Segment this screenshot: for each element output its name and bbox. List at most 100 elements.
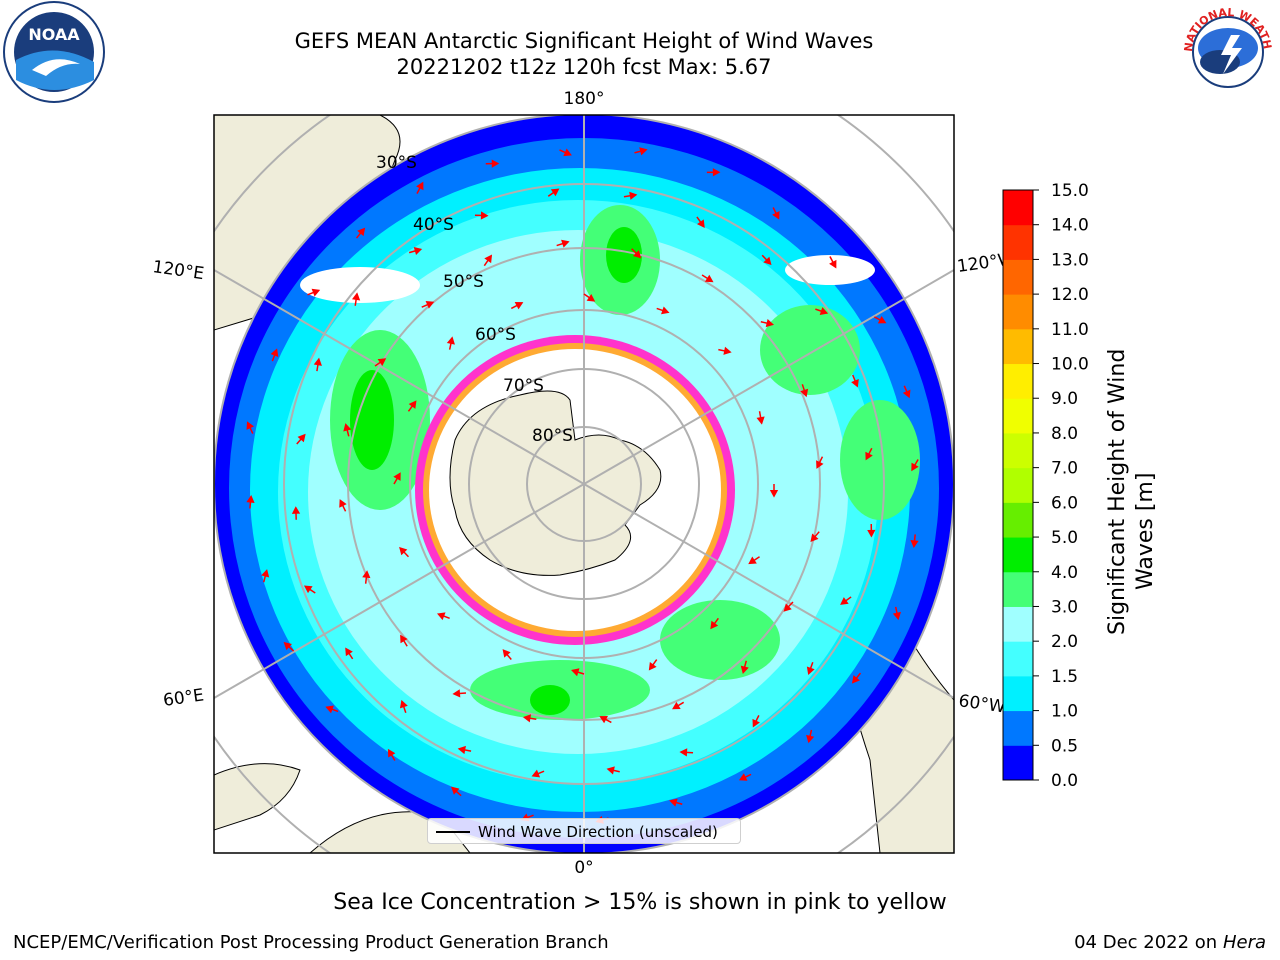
colorbar-tick-label: 0.0	[1051, 771, 1078, 791]
wind-wave-arrows	[246, 147, 919, 824]
wave-arrow-head	[752, 718, 760, 728]
wave-arrow-head	[704, 274, 714, 283]
wave-arrow-head	[672, 701, 681, 710]
wave-arrow-head	[829, 259, 837, 269]
colorbar-segment	[1003, 467, 1033, 503]
noaa-logo-text: NOAA	[28, 25, 80, 44]
wave-arrow-head	[480, 211, 489, 220]
wave-arrow-head	[710, 620, 719, 630]
host-text: Hera	[1222, 932, 1266, 953]
colorbar-label-2: Waves [m]	[1133, 473, 1158, 590]
wave-arrow-head	[902, 389, 911, 399]
colorbar-tick-label: 13.0	[1051, 250, 1089, 270]
wave-arrow-head	[283, 641, 292, 651]
colorbar-segment	[1003, 432, 1033, 469]
date-stamp: 04 Dec 2022 on Hera	[1074, 932, 1266, 953]
date-text: 04 Dec 2022 on	[1074, 932, 1218, 953]
wave-arrow-head	[810, 533, 819, 543]
wave-arrow-head	[400, 634, 408, 644]
lon-label-180: 180°	[564, 89, 605, 109]
colorbar-tick-label: 1.0	[1051, 702, 1078, 722]
colorbar-segment	[1003, 710, 1033, 746]
noaa-logo: NOAA	[3, 1, 105, 103]
wave-arrow-head	[806, 734, 815, 744]
wave-arrow-head	[639, 147, 648, 156]
credit-text: NCEP/EMC/Verification Post Processing Pr…	[13, 932, 609, 953]
colorbar-tick-label: 0.5	[1051, 736, 1078, 756]
sea-ice-note: Sea Ice Concentration > 15% is shown in …	[333, 890, 947, 915]
colorbar: 0.0 0.5 1.0 1.5 2.0 3.0 4.0 5.0 6.0 7.0 8.0 9.0 10.0…	[1002, 181, 1089, 791]
wave-arrow-head	[531, 769, 541, 778]
wave-arrow-head	[343, 423, 352, 432]
wave-arrow-head	[303, 585, 313, 594]
wave-arrow-head	[399, 546, 408, 556]
wave-arrow-head	[772, 211, 780, 220]
wave-arrow-head	[339, 499, 347, 508]
wave-arrow-head	[457, 745, 466, 755]
wave-arrow-head	[748, 556, 757, 565]
wave-arrow-head	[661, 306, 670, 315]
colorbar-segment	[1003, 745, 1033, 781]
legend-line	[436, 831, 470, 833]
wave-arrow-head	[629, 191, 638, 200]
colorbar-tick-label: 12.0	[1051, 285, 1089, 305]
colorbar-tick-label: 14.0	[1051, 216, 1089, 236]
wave-arrow-head	[399, 699, 408, 709]
wave-arrow-head	[522, 714, 532, 723]
wave-arrow-head	[451, 786, 460, 795]
wave-arrow-head	[246, 421, 255, 430]
wave-arrow-head	[357, 227, 366, 237]
colorbar-segment	[1003, 259, 1033, 295]
wave-arrow-head	[270, 348, 279, 357]
map-legend: Wind Wave Direction (unscaled)	[427, 818, 741, 844]
wave-arrow-head	[892, 611, 901, 621]
wave-arrow-head	[377, 358, 387, 366]
wave-arrow-head	[723, 346, 732, 355]
wave-arrow-head	[436, 612, 446, 621]
wave-arrow-head	[599, 715, 608, 724]
wave-arrow-head	[669, 798, 678, 807]
lat-label-50s: 50°S	[443, 272, 484, 292]
colorbar-segment	[1003, 641, 1033, 677]
wave-arrow-head	[910, 539, 919, 548]
lat-label-70s: 70°S	[503, 376, 544, 396]
colorbar-tick-label: 8.0	[1051, 424, 1078, 444]
wave-arrow-head	[550, 188, 560, 197]
colorbar-tick-label: 3.0	[1051, 597, 1078, 617]
colorbar-segment	[1003, 606, 1033, 642]
wave-arrow-head	[408, 400, 417, 409]
wave-arrow-head	[851, 675, 860, 684]
wave-arrow-head	[763, 256, 772, 266]
colorbar-tick-label: 5.0	[1051, 528, 1078, 548]
colorbar-tick-label: 2.0	[1051, 632, 1078, 652]
wave-arrow-head	[877, 316, 887, 324]
lon-label-60e: 60°E	[162, 685, 205, 710]
title-line-2: 20221202 t12z 120h fcst Max: 5.67	[396, 55, 772, 79]
wave-arrow-head	[911, 462, 919, 472]
wave-arrow-head	[800, 388, 809, 398]
wave-arrow-head	[297, 433, 306, 443]
colorbar-label-1: Significant Height of Wind	[1105, 349, 1130, 635]
lat-label-40s: 40°S	[413, 215, 454, 235]
colorbar-tick-label: 6.0	[1051, 493, 1078, 513]
wave-arrow-head	[362, 570, 371, 579]
wave-arrow-head	[446, 336, 455, 345]
colorbar-segment	[1003, 363, 1033, 399]
wave-arrow-head	[819, 307, 829, 315]
wave-arrow-head	[291, 506, 301, 514]
wave-arrow-head	[345, 647, 353, 657]
lat-label-30s: 30°S	[376, 153, 417, 173]
wave-arrow-head	[756, 416, 765, 425]
wave-arrow-head	[491, 159, 500, 168]
wave-arrow-head	[765, 319, 775, 328]
wave-arrow-head	[393, 472, 401, 481]
colorbar-tick-label: 4.0	[1051, 563, 1078, 583]
colorbar-tick-label: 11.0	[1051, 320, 1089, 340]
wave-arrow-head	[571, 668, 580, 677]
colorbar-tick-label: 9.0	[1051, 389, 1078, 409]
lon-label-0: 0°	[574, 858, 593, 878]
colorbar-segment	[1003, 537, 1033, 573]
lon-label-60w: 60°W	[957, 691, 1006, 717]
wave-arrow-head	[484, 254, 493, 264]
